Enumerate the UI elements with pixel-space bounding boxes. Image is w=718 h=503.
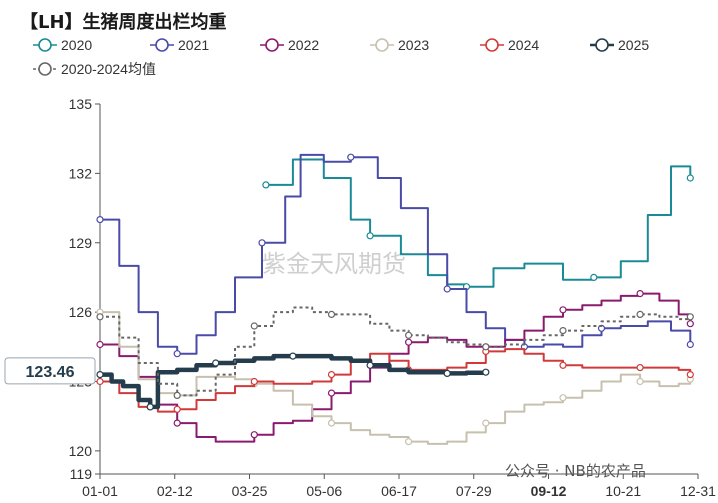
series-point	[327, 310, 336, 318]
current-value-callout: 123.46	[4, 357, 96, 385]
series-point	[636, 290, 644, 298]
legend-marker-2	[265, 38, 279, 52]
series-point	[686, 371, 694, 379]
series-point	[258, 239, 266, 247]
x-tick-label: 02-12	[157, 483, 193, 499]
series-point	[443, 369, 451, 377]
series-point	[559, 394, 567, 402]
legend: 2020 2021 2022 2023 2024 2025 2020-2024均值	[33, 37, 649, 77]
series-point	[636, 310, 644, 318]
series-point	[347, 153, 355, 161]
legend-marker-5	[595, 38, 609, 52]
series-point	[443, 285, 451, 293]
axes: 11912012312612913213501-0102-1203-2505-0…	[69, 96, 716, 499]
series-point	[96, 313, 104, 321]
series-point	[559, 327, 567, 335]
callout-value: 123.46	[26, 364, 75, 381]
chart-title: 【LH】生猪周度出栏均重	[20, 11, 227, 33]
x-tick-label: 09-12	[531, 483, 567, 499]
series-point	[173, 405, 181, 413]
series-point	[686, 340, 694, 349]
y-tick-label: 129	[69, 235, 93, 251]
x-tick-label: 12-31	[680, 483, 716, 499]
y-tick-label: 119	[70, 466, 93, 482]
x-tick-label: 03-25	[232, 483, 268, 499]
series-point	[173, 391, 181, 399]
legend-label-3: 2023	[398, 37, 429, 53]
series-point	[405, 438, 413, 446]
x-tick-label: 06-17	[381, 483, 417, 499]
watermark: 紫金天风期货	[262, 250, 406, 278]
series-point	[686, 320, 694, 328]
series-line-4	[100, 348, 692, 413]
series-point	[96, 371, 104, 379]
legend-marker-1	[155, 38, 169, 52]
series-line-1	[100, 153, 692, 355]
series-point	[250, 377, 258, 386]
series-point	[212, 359, 220, 367]
legend-marker-6	[38, 62, 52, 76]
y-tick-label: 135	[69, 96, 93, 112]
series-point	[636, 377, 644, 386]
y-tick-label: 120	[69, 443, 93, 459]
series-line-5	[100, 353, 489, 410]
series-point	[559, 306, 567, 314]
legend-label-2: 2022	[288, 37, 319, 53]
series-group	[96, 153, 694, 446]
series-point	[327, 371, 336, 379]
legend-label-1: 2021	[178, 37, 209, 53]
x-tick-label: 05-06	[306, 483, 342, 499]
y-tick-label: 126	[69, 304, 93, 320]
series-point	[482, 368, 490, 376]
series-point	[96, 377, 104, 386]
x-tick-label: 10-21	[605, 483, 641, 499]
legend-label-0: 2020	[61, 37, 92, 53]
series-point	[559, 361, 567, 369]
series-point	[289, 352, 297, 360]
series-point	[262, 181, 270, 189]
y-tick-label: 132	[69, 165, 93, 181]
legend-label-6: 2020-2024均值	[61, 61, 156, 77]
series-point	[250, 431, 258, 439]
series-point	[327, 389, 336, 397]
series-point	[96, 340, 104, 349]
series-point	[250, 322, 258, 330]
series-point	[96, 216, 104, 224]
series-point	[636, 364, 644, 372]
legend-marker-0	[38, 38, 52, 52]
legend-marker-4	[485, 38, 499, 52]
series-point	[366, 232, 374, 240]
legend-label-5: 2025	[618, 37, 649, 53]
legend-label-4: 2024	[508, 37, 539, 53]
series-point	[405, 338, 413, 346]
credit-text: 公众号 · NB的农产品	[505, 462, 646, 480]
series-point	[590, 273, 598, 281]
series-point	[327, 419, 336, 427]
x-tick-label: 07-29	[456, 483, 492, 499]
series-point	[173, 419, 181, 427]
series-point	[686, 174, 694, 182]
series-point	[686, 313, 694, 321]
callout-box	[4, 357, 96, 385]
legend-marker-3	[375, 38, 389, 52]
series-point	[146, 403, 154, 411]
x-tick-label: 01-01	[82, 483, 118, 499]
series-point	[405, 331, 413, 339]
series-point	[173, 350, 181, 358]
series-point	[482, 419, 490, 427]
series-line-2	[100, 292, 692, 443]
series-point	[366, 361, 374, 369]
series-point	[482, 343, 490, 351]
